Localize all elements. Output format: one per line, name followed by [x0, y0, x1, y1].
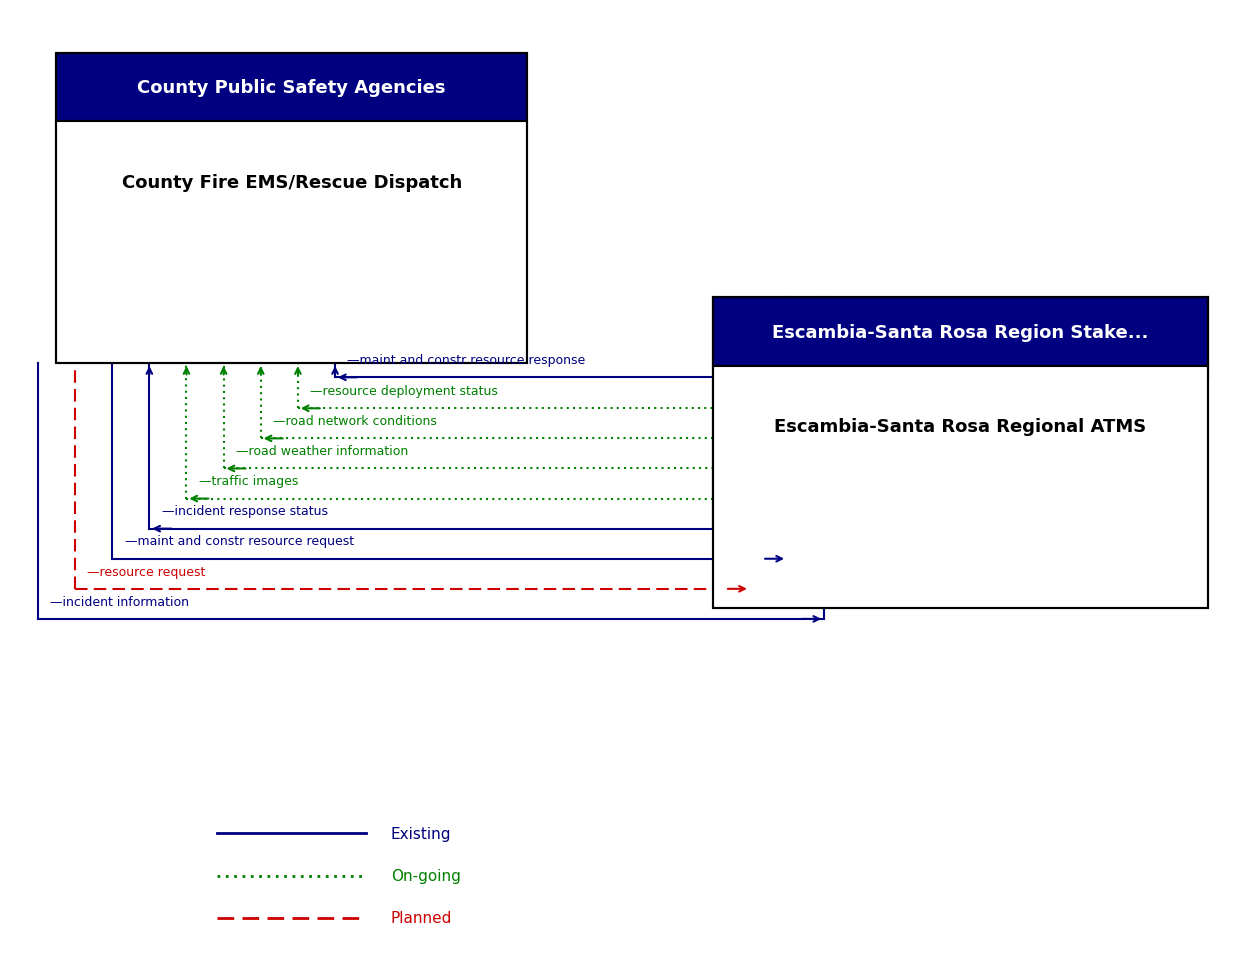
Text: —maint and constr resource response: —maint and constr resource response	[347, 354, 586, 367]
Text: Escambia-Santa Rosa Regional ATMS: Escambia-Santa Rosa Regional ATMS	[774, 417, 1147, 436]
Text: Escambia-Santa Rosa Region Stake...: Escambia-Santa Rosa Region Stake...	[772, 323, 1148, 341]
Text: —road network conditions: —road network conditions	[273, 415, 437, 428]
Text: County Fire EMS/Rescue Dispatch: County Fire EMS/Rescue Dispatch	[121, 173, 462, 192]
Text: —resource request: —resource request	[88, 565, 205, 578]
Text: On-going: On-going	[391, 868, 461, 883]
FancyBboxPatch shape	[712, 366, 1208, 608]
Text: Existing: Existing	[391, 826, 451, 841]
Text: —road weather information: —road weather information	[235, 445, 408, 457]
Text: Planned: Planned	[391, 910, 452, 925]
Text: —incident information: —incident information	[50, 595, 189, 608]
FancyBboxPatch shape	[56, 122, 527, 364]
Text: —maint and constr resource request: —maint and constr resource request	[124, 535, 353, 548]
FancyBboxPatch shape	[712, 298, 1208, 366]
Text: —incident response status: —incident response status	[162, 505, 328, 517]
Text: County Public Safety Agencies: County Public Safety Agencies	[138, 79, 446, 97]
FancyBboxPatch shape	[56, 54, 527, 122]
Text: —resource deployment status: —resource deployment status	[310, 385, 498, 397]
Text: —traffic images: —traffic images	[199, 475, 298, 488]
